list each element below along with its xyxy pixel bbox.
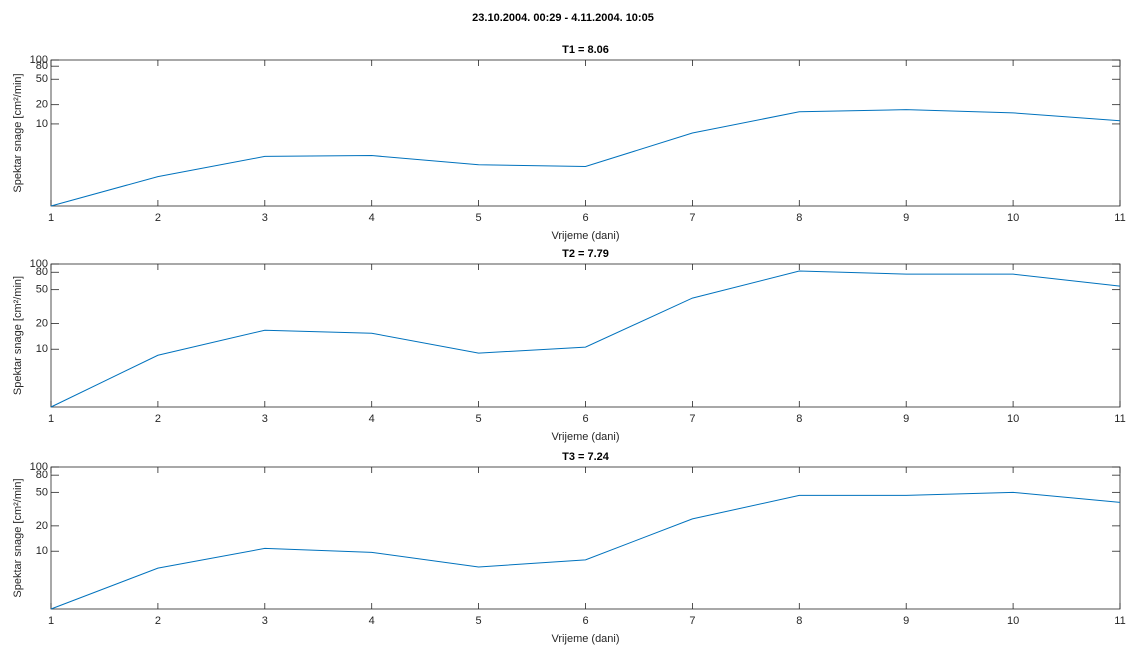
x-tick-label: 3 [262, 615, 268, 627]
x-tick-label: 5 [476, 615, 482, 627]
subplot-title: T1 = 8.06 [562, 44, 609, 56]
x-tick-label: 7 [689, 212, 695, 224]
y-tick-label: 100 [30, 54, 48, 66]
x-tick-label: 7 [689, 413, 695, 425]
x-tick-label: 1 [48, 413, 54, 425]
x-tick-label: 10 [1007, 615, 1019, 627]
x-tick-label: 11 [1114, 615, 1125, 627]
y-tick-label: 80 [36, 469, 48, 481]
x-axis-label: Vrijeme (dani) [551, 230, 619, 242]
x-tick-label: 2 [155, 413, 161, 425]
x-tick-label: 4 [369, 615, 375, 627]
y-tick-label: 80 [36, 266, 48, 278]
x-tick-label: 10 [1007, 413, 1019, 425]
y-tick-label: 80 [36, 60, 48, 72]
y-tick-label: 100 [30, 258, 48, 270]
y-axis-label: Spektar snage [cm²/min] [12, 276, 24, 395]
y-tick-label: 50 [36, 73, 48, 85]
x-tick-label: 2 [155, 212, 161, 224]
subplot-title: T2 = 7.79 [562, 248, 609, 260]
x-tick-label: 7 [689, 615, 695, 627]
y-tick-label: 50 [36, 284, 48, 296]
x-tick-label: 9 [903, 615, 909, 627]
x-tick-label: 11 [1114, 212, 1125, 224]
y-axis-label: Spektar snage [cm²/min] [12, 73, 24, 192]
x-axis-label: Vrijeme (dani) [551, 431, 619, 443]
x-tick-label: 6 [582, 212, 588, 224]
y-tick-label: 10 [36, 545, 48, 557]
x-tick-label: 6 [582, 413, 588, 425]
x-tick-label: 2 [155, 615, 161, 627]
x-tick-label: 3 [262, 212, 268, 224]
data-line [50, 109, 1121, 207]
x-tick-label: 8 [796, 212, 802, 224]
x-tick-label: 11 [1114, 413, 1125, 425]
x-tick-label: 5 [476, 413, 482, 425]
y-tick-label: 50 [36, 486, 48, 498]
subplot-title: T3 = 7.24 [562, 451, 610, 463]
figure-title: 23.10.2004. 00:29 - 4.11.2004. 10:05 [472, 12, 654, 24]
x-tick-label: 4 [369, 413, 375, 425]
x-tick-label: 1 [48, 615, 54, 627]
data-line [50, 491, 1121, 610]
x-tick-label: 1 [48, 212, 54, 224]
x-tick-label: 9 [903, 212, 909, 224]
x-axis-label: Vrijeme (dani) [551, 633, 619, 645]
axes-box [50, 466, 1121, 610]
y-tick-label: 20 [36, 99, 48, 111]
y-tick-label: 20 [36, 317, 48, 329]
y-tick-label: 10 [36, 343, 48, 355]
x-tick-label: 5 [476, 212, 482, 224]
x-tick-label: 10 [1007, 212, 1019, 224]
x-tick-label: 8 [796, 615, 802, 627]
x-tick-label: 4 [369, 212, 375, 224]
y-tick-label: 20 [36, 520, 48, 532]
y-axis-label: Spektar snage [cm²/min] [12, 478, 24, 597]
x-tick-label: 3 [262, 413, 268, 425]
axes-box [50, 263, 1121, 408]
axes-box [50, 59, 1121, 207]
y-tick-label: 10 [36, 118, 48, 130]
x-tick-label: 8 [796, 413, 802, 425]
data-line [50, 270, 1121, 408]
y-tick-label: 100 [30, 461, 48, 473]
x-tick-label: 6 [582, 615, 588, 627]
x-tick-label: 9 [903, 413, 909, 425]
